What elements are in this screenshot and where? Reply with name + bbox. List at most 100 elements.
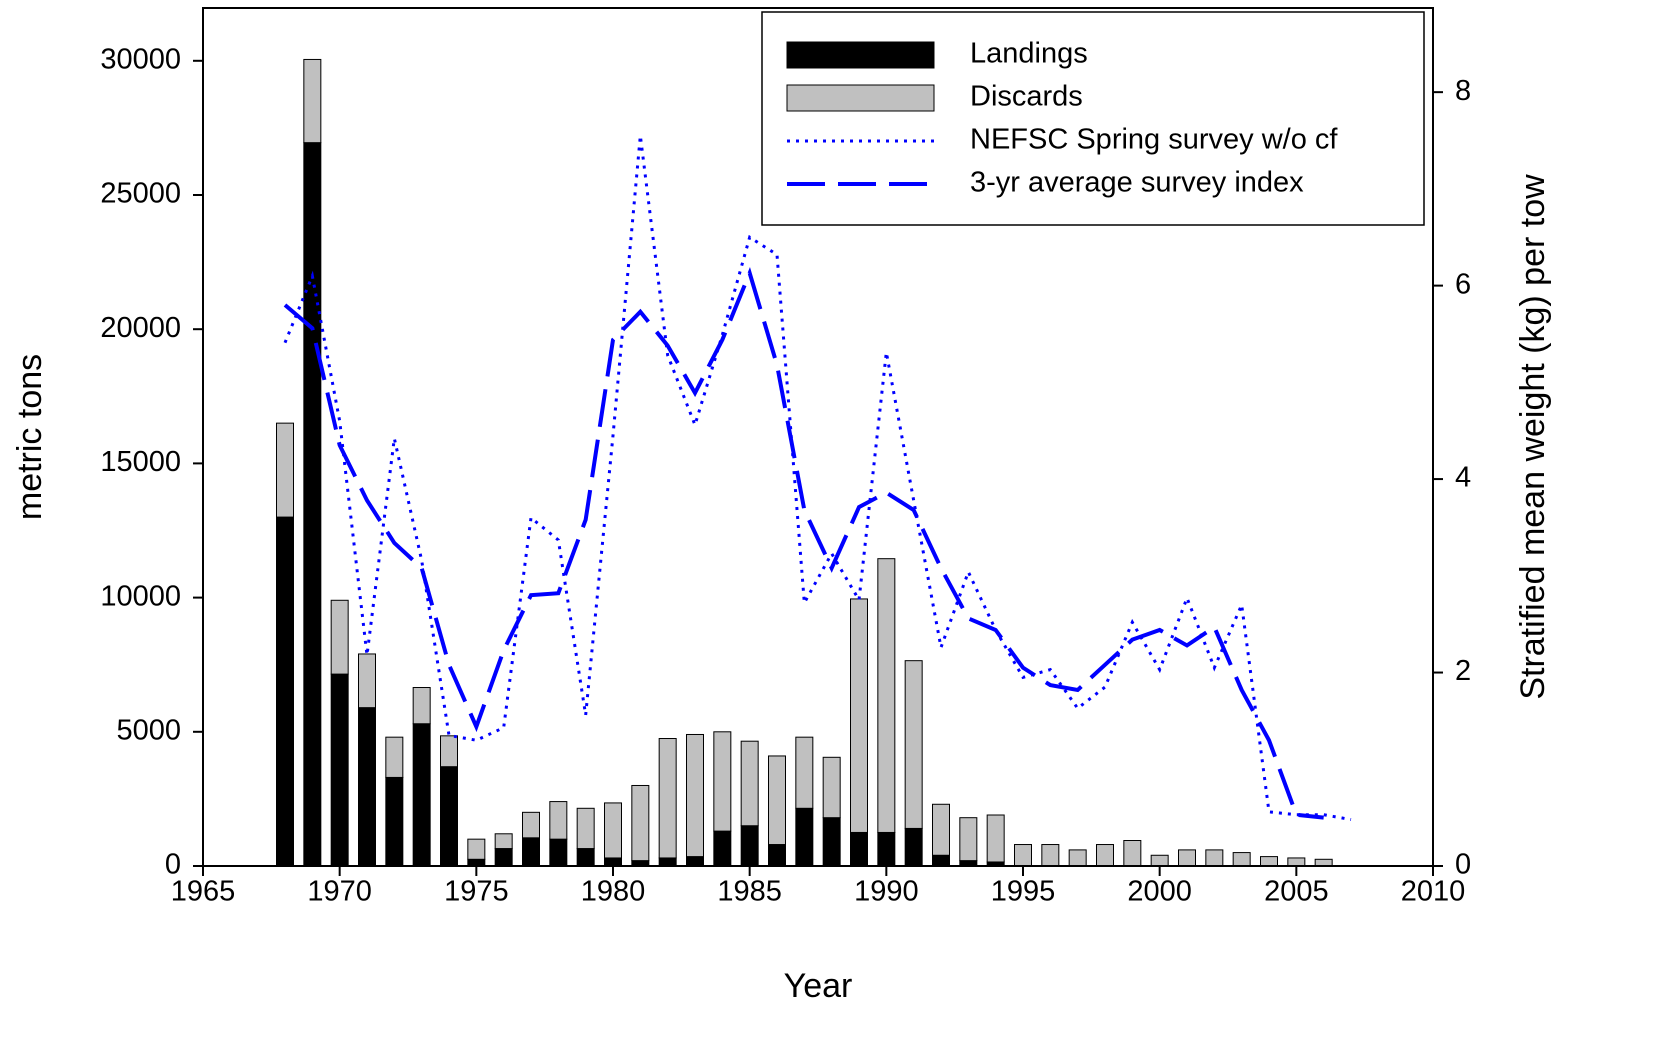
bar bbox=[1068, 849, 1087, 867]
plot-frame bbox=[202, 7, 1434, 867]
bar bbox=[959, 817, 978, 862]
legend-label: Discards bbox=[970, 81, 1083, 113]
x-axis-title: Year bbox=[784, 967, 853, 1005]
bar bbox=[1150, 854, 1169, 867]
bar bbox=[795, 736, 814, 809]
bar bbox=[768, 844, 786, 867]
bar bbox=[576, 848, 595, 867]
bar bbox=[385, 736, 404, 778]
y-tick-label: 20000 bbox=[100, 312, 181, 344]
bar bbox=[1014, 844, 1032, 867]
bar bbox=[658, 738, 677, 859]
bar bbox=[1096, 844, 1114, 867]
bar bbox=[330, 673, 349, 867]
x-tick-label: 1975 bbox=[444, 876, 509, 908]
bar bbox=[604, 802, 622, 859]
x-tick-label: 2000 bbox=[1127, 876, 1192, 908]
legend-swatch bbox=[786, 41, 935, 69]
bar bbox=[576, 807, 595, 850]
bar bbox=[604, 857, 622, 867]
x-tick-label: 2005 bbox=[1264, 876, 1329, 908]
bar bbox=[686, 733, 704, 858]
legend-label: 3-yr average survey index bbox=[970, 167, 1304, 199]
bar bbox=[549, 801, 568, 840]
bar bbox=[740, 740, 759, 827]
legend-label: NEFSC Spring survey w/o cf bbox=[970, 124, 1338, 156]
bar bbox=[904, 827, 923, 867]
bar bbox=[904, 660, 923, 829]
bar bbox=[494, 833, 513, 850]
bar bbox=[467, 858, 486, 867]
bar bbox=[1178, 849, 1196, 867]
bar bbox=[686, 856, 704, 867]
line bbox=[283, 267, 1324, 820]
legend-label: Landings bbox=[970, 38, 1088, 70]
bar bbox=[330, 599, 349, 675]
bar bbox=[467, 838, 486, 860]
y2-tick-label: 6 bbox=[1455, 268, 1471, 300]
y-tick-label: 5000 bbox=[116, 714, 181, 746]
y-axis-title: metric tons bbox=[11, 354, 49, 520]
bar bbox=[658, 857, 677, 867]
x-tick-label: 1970 bbox=[307, 876, 372, 908]
bar bbox=[385, 776, 404, 867]
bar bbox=[1041, 844, 1060, 867]
bar bbox=[877, 831, 896, 867]
y2-tick-label: 4 bbox=[1455, 462, 1471, 494]
x-tick-label: 2010 bbox=[1401, 876, 1466, 908]
x-tick-label: 1965 bbox=[171, 876, 236, 908]
bar bbox=[440, 735, 458, 768]
bar bbox=[932, 854, 950, 867]
bar bbox=[768, 755, 786, 846]
bar bbox=[932, 803, 950, 856]
bar bbox=[713, 830, 732, 867]
y2-tick-label: 0 bbox=[1455, 849, 1471, 881]
bar bbox=[358, 653, 376, 709]
bar bbox=[303, 142, 322, 867]
y2-tick-label: 2 bbox=[1455, 655, 1471, 687]
bar bbox=[412, 687, 431, 725]
y-tick-label: 30000 bbox=[100, 43, 181, 75]
y-tick-label: 10000 bbox=[100, 580, 181, 612]
y-tick-label: 15000 bbox=[100, 446, 181, 478]
legend-swatch bbox=[786, 84, 935, 112]
x-tick-label: 1985 bbox=[717, 876, 782, 908]
bar bbox=[1232, 852, 1251, 867]
bar bbox=[303, 58, 322, 144]
bar bbox=[1123, 840, 1142, 867]
bar bbox=[522, 811, 540, 839]
bar bbox=[549, 838, 568, 867]
bar bbox=[522, 837, 540, 867]
y-tick-label: 0 bbox=[165, 849, 181, 881]
y-tick-label: 25000 bbox=[100, 178, 181, 210]
bar bbox=[1260, 856, 1278, 867]
bar bbox=[276, 422, 294, 518]
bar bbox=[850, 598, 868, 833]
x-tick-label: 1990 bbox=[854, 876, 919, 908]
y2-tick-label: 8 bbox=[1455, 75, 1471, 107]
bar bbox=[795, 807, 814, 867]
bar bbox=[1205, 849, 1224, 867]
bar bbox=[412, 723, 431, 867]
bar bbox=[986, 814, 1005, 863]
bar bbox=[822, 756, 841, 819]
line bbox=[283, 135, 1352, 822]
bar bbox=[276, 516, 294, 867]
bar bbox=[740, 825, 759, 867]
bar bbox=[713, 731, 732, 832]
bar bbox=[822, 817, 841, 867]
bar bbox=[850, 831, 868, 867]
y2-axis-title: Stratified mean weight (kg) per tow bbox=[1514, 174, 1552, 700]
x-tick-label: 1980 bbox=[581, 876, 646, 908]
bar bbox=[358, 707, 376, 867]
bar bbox=[631, 784, 650, 862]
legend-box bbox=[761, 11, 1425, 226]
bar bbox=[1287, 857, 1306, 867]
bar bbox=[440, 766, 458, 867]
x-tick-label: 1995 bbox=[991, 876, 1056, 908]
bar bbox=[877, 558, 896, 833]
bar bbox=[1314, 858, 1333, 867]
bar bbox=[494, 848, 513, 867]
